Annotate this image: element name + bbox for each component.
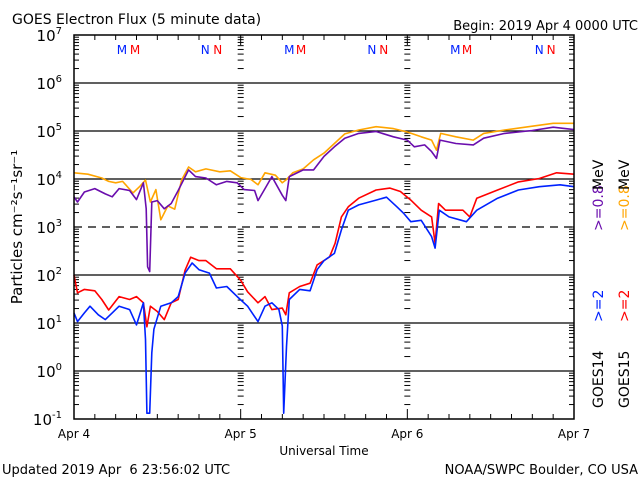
series-line	[73, 122, 574, 221]
y-tick-base: 10	[37, 171, 56, 189]
y-tick-label: 106	[37, 74, 62, 93]
mn-marker: M	[284, 43, 294, 57]
mn-marker: M	[450, 43, 460, 57]
legend-unit: MeV	[617, 159, 633, 190]
legend-unit: MeV	[591, 159, 607, 190]
y-tick-base: 10	[33, 411, 52, 429]
mn-marker: N	[547, 43, 556, 57]
mn-marker: N	[367, 43, 376, 57]
y-tick-base: 10	[37, 363, 56, 381]
legend-item: >=2	[591, 290, 607, 322]
y-tick-exponent: 3	[56, 218, 62, 229]
y-tick-exponent: 5	[56, 122, 62, 133]
legend-satellite: GOES15	[617, 351, 633, 408]
y-tick-base: 10	[37, 75, 56, 93]
mn-marker: M	[462, 43, 472, 57]
mn-marker: N	[213, 43, 222, 57]
legend-item: >=0.8	[617, 185, 633, 231]
mn-marker: N	[379, 43, 388, 57]
x-tick-label: Apr 6	[391, 427, 423, 441]
legend-satellite: GOES14	[591, 350, 607, 408]
mn-marker: M	[130, 43, 140, 57]
chart-title: GOES Electron Flux (5 minute data)	[12, 12, 261, 28]
y-tick-label: 100	[37, 362, 62, 381]
plot-frame	[73, 34, 575, 420]
mn-marker: M	[117, 43, 127, 57]
y-tick-exponent: 6	[56, 74, 62, 85]
x-tick-labels: Apr 4 Apr 5 Apr 6 Apr 7	[58, 427, 590, 441]
y-tick-label: 10-1	[33, 410, 62, 429]
legend-item: >=0.8	[591, 185, 607, 231]
y-tick-label: 102	[37, 266, 62, 285]
legend-item: >=2	[617, 290, 633, 322]
y-tick-label: 107	[37, 26, 62, 45]
credit-label: NOAA/SWPC Boulder, CO USA	[445, 463, 638, 478]
y-tick-exponent: -1	[52, 410, 62, 421]
series-group	[73, 122, 575, 415]
x-tick-label: Apr 7	[558, 427, 590, 441]
updated-timestamp: Updated 2019 Apr 6 23:56:02 UTC	[2, 463, 230, 478]
series-line	[73, 126, 575, 273]
y-tick-label: 104	[37, 170, 62, 189]
mn-marker: M	[296, 43, 306, 57]
y-tick-exponent: 7	[56, 26, 62, 37]
y-tick-exponent: 1	[56, 314, 62, 325]
x-tick-label: Apr 5	[225, 427, 257, 441]
mn-marker: N	[201, 43, 210, 57]
grid	[74, 82, 574, 372]
y-tick-exponent: 2	[56, 266, 62, 277]
y-tick-label: 101	[37, 314, 62, 333]
x-tick-label: Apr 4	[58, 427, 90, 441]
y-tick-label: 103	[37, 218, 62, 237]
series-line	[73, 184, 575, 415]
y-tick-label: 105	[37, 122, 62, 141]
y-tick-base: 10	[37, 267, 56, 285]
y-tick-base: 10	[37, 27, 56, 45]
y-tick-base: 10	[37, 123, 56, 141]
y-tick-exponent: 0	[56, 362, 62, 373]
mn-marker: N	[535, 43, 544, 57]
y-tick-exponent: 4	[56, 170, 62, 181]
y-tick-base: 10	[37, 315, 56, 333]
y-axis-label: Particles cm⁻²s⁻¹sr⁻¹	[8, 150, 26, 304]
x-axis-label: Universal Time	[279, 444, 368, 458]
y-tick-base: 10	[37, 219, 56, 237]
begin-label: Begin: 2019 Apr 4 0000 UTC	[453, 19, 638, 34]
